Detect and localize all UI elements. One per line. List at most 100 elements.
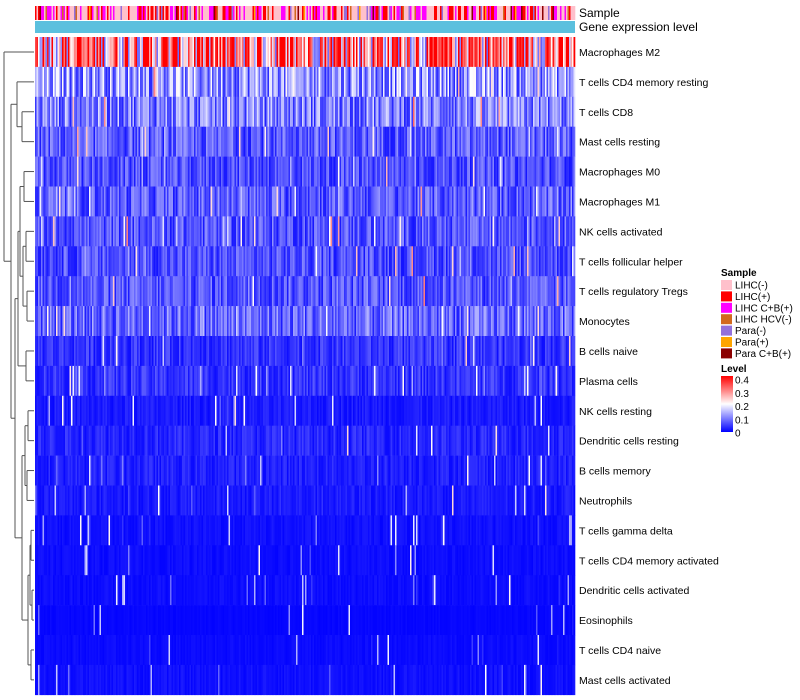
- heatmap-cell: [486, 66, 489, 98]
- heatmap-cell: [488, 276, 490, 307]
- heatmap-cell: [68, 395, 70, 426]
- heatmap-cell: [351, 66, 354, 98]
- sample-annotation-cell: [387, 6, 390, 20]
- heatmap-cell: [221, 66, 223, 98]
- heatmap-cell: [107, 336, 109, 367]
- heatmap-cell: [429, 186, 432, 217]
- heatmap-row: [35, 126, 576, 157]
- heatmap-cell: [503, 126, 505, 157]
- heatmap-cell: [161, 186, 163, 217]
- heatmap-cell: [36, 246, 39, 277]
- heatmap-cell: [227, 395, 229, 426]
- heatmap-cell: [288, 126, 291, 157]
- heatmap-cell: [563, 336, 565, 367]
- heatmap-cell: [90, 156, 93, 187]
- heatmap-cell: [482, 126, 484, 157]
- heatmap-cell: [116, 246, 118, 277]
- heatmap-cell: [141, 156, 144, 187]
- heatmap-cell: [120, 336, 123, 367]
- heatmap-cell: [402, 156, 405, 187]
- heatmap-cell: [65, 216, 67, 247]
- heatmap-cell: [98, 336, 100, 367]
- heatmap-cell: [180, 186, 183, 217]
- heatmap-cell: [555, 126, 558, 157]
- heatmap-cell: [78, 37, 81, 68]
- heatmap-cell: [302, 37, 304, 68]
- heatmap-cell: [216, 276, 219, 307]
- heatmap-cell: [57, 186, 60, 217]
- heatmap-cell: [222, 395, 225, 426]
- heatmap-cell: [465, 306, 468, 337]
- heatmap-cell: [438, 37, 441, 68]
- sample-annotation-cell: [545, 6, 547, 20]
- heatmap-cell: [63, 186, 66, 217]
- heatmap-cell: [542, 306, 544, 337]
- heatmap-cell: [518, 126, 520, 157]
- heatmap-cell: [332, 66, 334, 98]
- heatmap-cell: [237, 216, 240, 247]
- heatmap-cell: [242, 156, 244, 187]
- heatmap-cell: [519, 156, 522, 187]
- heatmap-cell: [507, 156, 510, 187]
- heatmap-cell: [449, 156, 451, 187]
- heatmap-cell: [467, 37, 469, 68]
- heatmap-cell: [455, 365, 457, 397]
- heatmap-cell: [536, 306, 538, 337]
- heatmap-cell: [422, 96, 424, 127]
- heatmap-cell: [273, 216, 276, 247]
- heatmap-cell: [155, 395, 157, 426]
- heatmap-cell: [515, 216, 517, 247]
- heatmap-cell: [462, 336, 465, 367]
- heatmap-cell: [360, 216, 363, 247]
- sample-annotation-cell: [134, 6, 136, 20]
- heatmap-cell: [410, 66, 412, 98]
- heatmap-cell: [155, 66, 157, 98]
- heatmap-cell: [542, 126, 544, 157]
- heatmap-cell: [330, 395, 333, 426]
- heatmap-cell: [519, 276, 522, 307]
- heatmap-cell: [41, 306, 43, 337]
- heatmap-cell: [80, 246, 82, 277]
- heatmap-cell: [155, 276, 157, 307]
- heatmap-cell: [507, 126, 510, 157]
- heatmap-cell: [456, 246, 459, 277]
- heatmap-cell: [147, 365, 150, 397]
- heatmap-cell: [489, 156, 492, 187]
- heatmap-cell: [188, 336, 190, 367]
- heatmap-cell: [108, 156, 111, 187]
- heatmap-cell: [339, 336, 342, 367]
- heatmap-cell: [368, 306, 370, 337]
- heatmap-cell: [222, 126, 225, 157]
- heatmap-cell: [411, 186, 414, 217]
- heatmap-cell: [164, 96, 166, 127]
- heatmap-cell: [176, 96, 178, 127]
- heatmap-cell: [267, 336, 270, 367]
- heatmap-cell: [131, 395, 133, 426]
- heatmap-cell: [407, 126, 409, 157]
- heatmap-cell: [134, 336, 136, 367]
- heatmap-cell: [138, 276, 141, 307]
- heatmap-cell: [255, 37, 258, 68]
- heatmap-cell: [336, 156, 339, 187]
- heatmap-cell: [72, 336, 75, 367]
- heatmap-cell: [498, 156, 501, 187]
- heatmap-cell: [422, 186, 424, 217]
- sample-annotation-cell: [284, 6, 286, 20]
- heatmap-cell: [560, 306, 562, 337]
- heatmap-cell: [164, 395, 166, 426]
- heatmap-cell: [270, 395, 273, 426]
- sample-annotation-cell: [342, 6, 345, 20]
- heatmap-cell: [563, 306, 565, 337]
- heatmap-cell: [89, 186, 91, 217]
- heatmap-cell: [249, 96, 252, 127]
- heatmap-cell: [384, 186, 387, 217]
- heatmap-cell: [182, 96, 184, 127]
- heatmap-cell: [66, 126, 69, 157]
- heatmap-cell: [164, 216, 166, 247]
- heatmap-cell: [398, 186, 400, 217]
- heatmap-cell: [512, 246, 514, 277]
- heatmap-cell: [50, 365, 52, 397]
- heatmap-cell: [290, 37, 292, 68]
- heatmap-cell: [176, 186, 178, 217]
- heatmap-cell: [411, 96, 414, 127]
